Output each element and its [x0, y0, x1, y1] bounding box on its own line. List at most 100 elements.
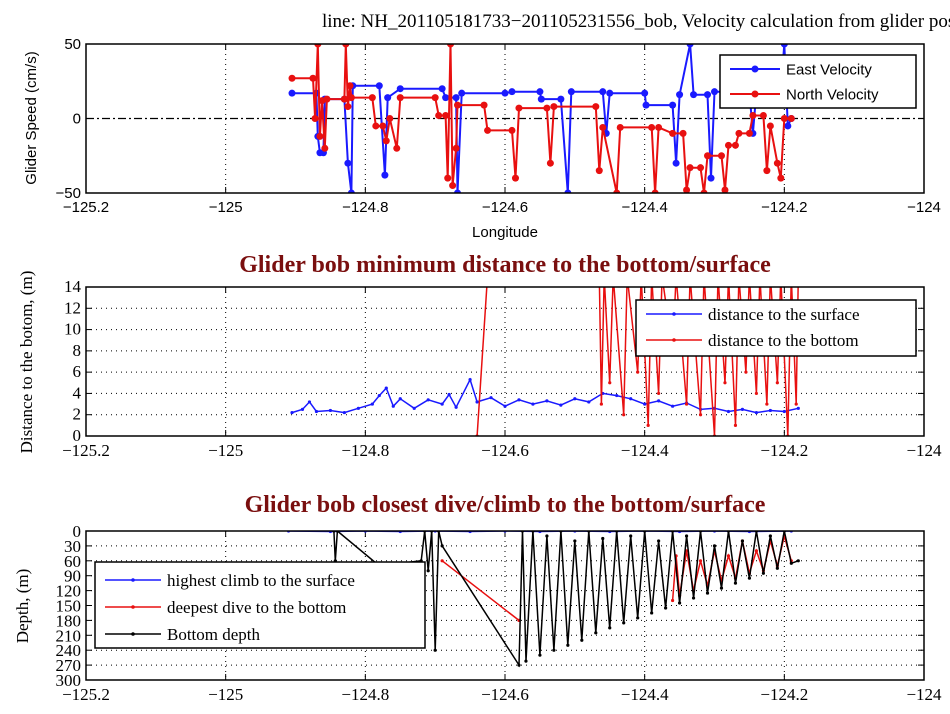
data-point [768, 534, 772, 538]
y-tick-label: 60 [64, 552, 81, 571]
data-point [669, 129, 677, 137]
data-point [724, 141, 732, 149]
data-point [431, 94, 439, 102]
data-point [754, 549, 759, 553]
data-point [342, 44, 350, 48]
axes-box [85, 43, 925, 194]
top-chart-ylabel: Glider Speed (cm/s) [23, 51, 40, 184]
x-tick-label: −124.6 [481, 441, 529, 460]
data-point [344, 103, 352, 111]
data-point [780, 44, 788, 48]
data-point [777, 174, 785, 182]
data-point [342, 410, 346, 415]
legend-marker [131, 578, 135, 582]
data-point [676, 91, 684, 99]
data-point [300, 407, 305, 411]
data-point [515, 104, 523, 112]
data-point [677, 601, 682, 605]
x-tick-label: −125 [209, 199, 243, 216]
data-point [440, 402, 444, 406]
y-tick-label: 270 [56, 656, 82, 675]
data-point [719, 586, 724, 590]
data-point [775, 381, 779, 385]
data-point [438, 85, 446, 93]
data-point [669, 101, 677, 109]
data-point [765, 402, 769, 406]
y-tick-label: 4 [73, 383, 82, 402]
data-point [435, 112, 443, 120]
data-point [796, 559, 800, 563]
data-point [691, 596, 696, 600]
data-point [763, 167, 771, 175]
data-point [726, 409, 731, 414]
data-point [790, 275, 793, 278]
data-point [768, 408, 772, 413]
data-point [458, 89, 466, 97]
data-point [749, 112, 757, 120]
data-point [735, 129, 743, 137]
data-point [517, 398, 521, 402]
data-point [761, 571, 765, 575]
data-point [616, 123, 624, 131]
data-point [384, 94, 392, 102]
data-point [550, 103, 558, 111]
data-point [442, 112, 450, 120]
y-tick-label: 180 [56, 611, 82, 630]
data-point [733, 581, 738, 585]
data-point [599, 402, 603, 406]
y-tick-label: 10 [64, 320, 81, 339]
data-point [672, 159, 680, 167]
data-point [503, 404, 507, 408]
data-point [782, 409, 786, 414]
data-point [454, 405, 458, 409]
data-point [384, 386, 388, 390]
data-point [444, 174, 452, 182]
data-point [573, 397, 577, 401]
y-tick-label: 0 [73, 522, 82, 541]
data-point [311, 115, 319, 122]
x-tick-label: −124.6 [481, 685, 529, 704]
data-point [537, 95, 545, 103]
data-point [657, 399, 661, 403]
data-point [454, 189, 462, 193]
data-point [475, 400, 479, 404]
data-point [690, 91, 698, 99]
data-point [545, 534, 549, 538]
data-point [655, 123, 663, 131]
data-point [484, 126, 492, 134]
y-tick-label: 90 [64, 567, 81, 586]
data-point [545, 399, 549, 403]
data-point [323, 95, 331, 103]
data-point [381, 171, 389, 179]
data-point [651, 189, 659, 193]
data-point [698, 559, 703, 563]
x-tick-label: −125.2 [63, 199, 109, 216]
data-point [377, 393, 381, 398]
data-point [787, 115, 795, 122]
x-tick-label: −124.8 [341, 685, 389, 704]
data-point [426, 398, 430, 402]
data-point [731, 141, 739, 149]
data-point [538, 653, 542, 657]
data-point [754, 391, 759, 396]
data-point [592, 103, 600, 111]
data-point [440, 544, 444, 548]
legend: East Velocity North Velocity [719, 54, 917, 109]
series-line-distance-to-the-bottom [476, 287, 799, 436]
data-point [780, 115, 788, 122]
legend-box [635, 299, 917, 357]
data-point [344, 159, 352, 167]
data-point [773, 159, 781, 167]
data-point [508, 88, 516, 96]
data-point [608, 381, 612, 385]
legend-box [719, 54, 917, 109]
data-point [452, 144, 460, 152]
data-point [314, 409, 319, 414]
data-point [759, 112, 767, 120]
data-point [386, 115, 394, 122]
data-point [290, 410, 294, 415]
data-point [382, 137, 390, 145]
x-tick-label: −124 [907, 199, 941, 216]
data-point [346, 82, 354, 90]
data-point [288, 89, 296, 97]
